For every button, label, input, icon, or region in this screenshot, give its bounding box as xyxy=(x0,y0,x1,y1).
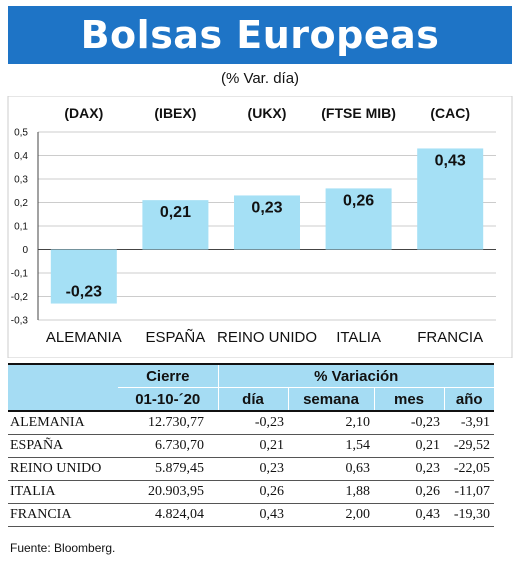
source-note: Fuente: Bloomberg. xyxy=(10,541,116,555)
chart-frame xyxy=(7,96,513,358)
row-anio: -29,52 xyxy=(444,434,494,458)
row-mes: 0,43 xyxy=(374,503,444,527)
x-tick-label: ALEMANIA xyxy=(46,329,122,346)
data-label: 0,23 xyxy=(251,199,282,216)
x-tick-label: ESPAÑA xyxy=(146,329,206,346)
row-semana: 2,00 xyxy=(288,503,374,527)
row-dia: 0,43 xyxy=(218,503,288,527)
row-name: REINO UNIDO xyxy=(8,457,118,481)
table-row: ALEMANIA 12.730,77 -0,23 2,10 -0,23 -3,9… xyxy=(8,411,494,435)
row-anio: -11,07 xyxy=(444,480,494,504)
table-row: ESPAÑA 6.730,70 0,21 1,54 0,21 -29,52 xyxy=(8,434,494,458)
bar xyxy=(50,249,117,304)
header-cierre: Cierre xyxy=(118,363,218,388)
header-mes: mes xyxy=(373,387,444,412)
data-label: 0,26 xyxy=(343,192,374,209)
quotes-table: Cierre % Variación 01-10-´20 día semana … xyxy=(8,363,494,527)
y-tick-label: -0,3 xyxy=(11,316,29,327)
table-row: REINO UNIDO 5.879,45 0,23 0,63 0,23 -22,… xyxy=(8,457,494,481)
chart-subtitle: (% Var. día) xyxy=(220,70,300,87)
y-tick-label: 0,2 xyxy=(14,198,28,209)
header-semana: semana xyxy=(287,387,374,412)
header-anio: año xyxy=(443,387,494,412)
table-row: FRANCIA 4.824,04 0,43 2,00 0,43 -19,30 xyxy=(8,503,494,527)
header-blank xyxy=(8,363,118,388)
row-name: ITALIA xyxy=(8,480,118,504)
index-label: (FTSE MIB) xyxy=(321,105,396,121)
row-semana: 1,54 xyxy=(288,434,374,458)
row-cierre: 20.903,95 xyxy=(118,480,218,504)
row-dia: -0,23 xyxy=(218,411,288,435)
row-cierre: 6.730,70 xyxy=(118,434,218,458)
row-anio: -22,05 xyxy=(444,457,494,481)
row-name: ALEMANIA xyxy=(8,411,118,435)
row-name: ESPAÑA xyxy=(8,434,118,458)
index-label: (CAC) xyxy=(430,105,470,121)
header-blank-2 xyxy=(8,387,118,412)
index-label: (IBEX) xyxy=(154,105,196,121)
bar xyxy=(142,200,209,250)
x-tick-label: FRANCIA xyxy=(417,329,483,346)
y-tick-label: -0,1 xyxy=(11,269,29,280)
row-cierre: 12.730,77 xyxy=(118,411,218,435)
row-cierre: 4.824,04 xyxy=(118,503,218,527)
index-label: (UKX) xyxy=(248,105,287,121)
row-dia: 0,21 xyxy=(218,434,288,458)
index-label: (DAX) xyxy=(64,105,103,121)
y-tick-label: -0,2 xyxy=(11,292,29,303)
row-mes: 0,23 xyxy=(374,457,444,481)
y-tick-label: 0,5 xyxy=(14,128,28,139)
row-anio: -19,30 xyxy=(444,503,494,527)
header-dia: día xyxy=(217,387,288,412)
table-row: ITALIA 20.903,95 0,26 1,88 0,26 -11,07 xyxy=(8,480,494,504)
bar xyxy=(234,195,300,250)
data-label: 0,43 xyxy=(435,152,466,169)
data-label: 0,21 xyxy=(160,204,191,221)
bar xyxy=(417,148,484,250)
row-name: FRANCIA xyxy=(8,503,118,527)
x-tick-label: REINO UNIDO xyxy=(217,329,317,346)
title-banner: Bolsas Europeas xyxy=(8,6,512,64)
header-variacion: % Variación xyxy=(217,363,494,388)
row-cierre: 5.879,45 xyxy=(118,457,218,481)
y-tick-label: 0,3 xyxy=(14,175,28,186)
row-mes: 0,26 xyxy=(374,480,444,504)
bar xyxy=(325,188,392,250)
row-dia: 0,26 xyxy=(218,480,288,504)
bar-chart: 0,5 0,4 0,3 0,2 0,1 0 -0,1 -0,2 -0,3 -0,23 (DAX) AL… xyxy=(7,96,513,358)
row-dia: 0,23 xyxy=(218,457,288,481)
y-tick-label: 0 xyxy=(22,245,28,256)
y-tick-label: 0,1 xyxy=(14,222,28,233)
row-semana: 1,88 xyxy=(288,480,374,504)
row-semana: 2,10 xyxy=(288,411,374,435)
row-mes: 0,21 xyxy=(374,434,444,458)
row-anio: -3,91 xyxy=(444,411,494,435)
data-label: -0,23 xyxy=(66,284,103,301)
y-tick-label: 0,4 xyxy=(14,151,28,162)
row-semana: 0,63 xyxy=(288,457,374,481)
x-tick-label: ITALIA xyxy=(336,329,381,346)
header-date: 01-10-´20 xyxy=(118,387,218,412)
row-mes: -0,23 xyxy=(374,411,444,435)
